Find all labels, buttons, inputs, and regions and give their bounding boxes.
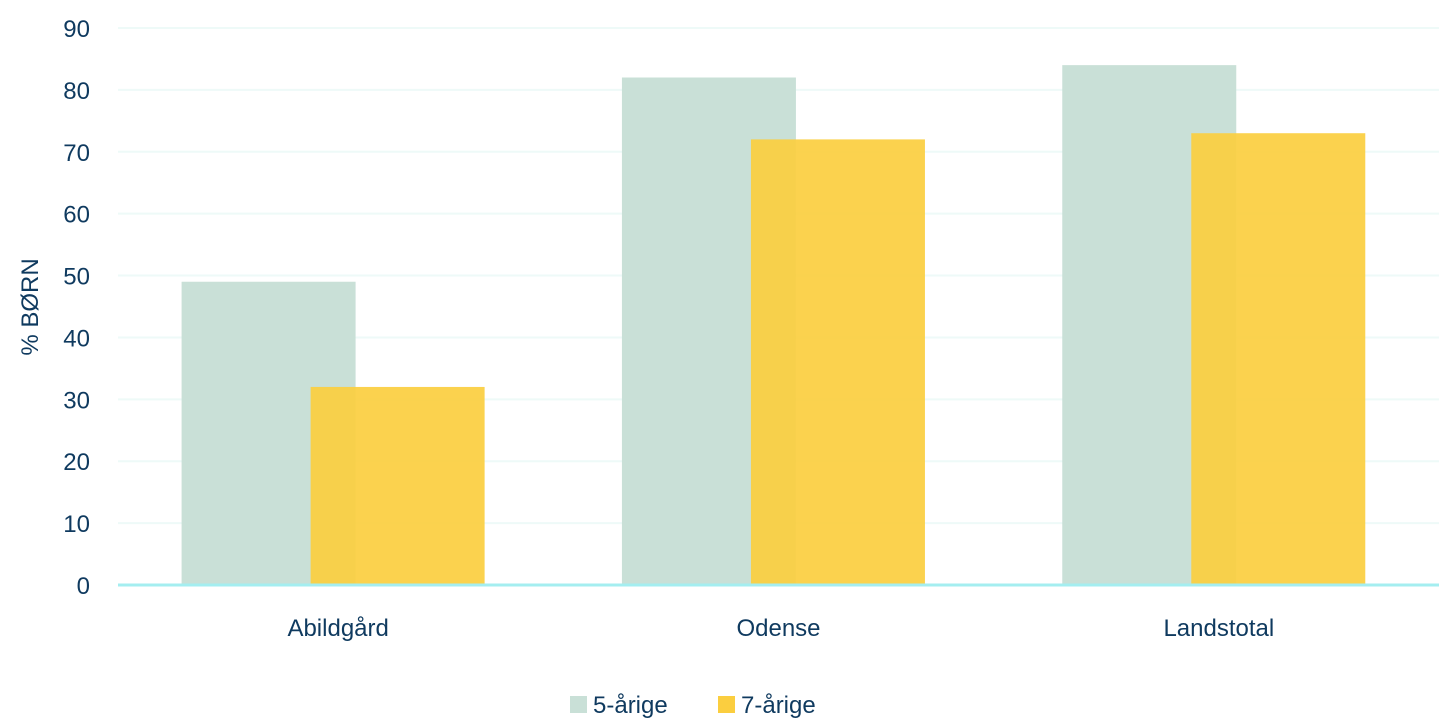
legend: 5-årige 7-årige — [570, 692, 816, 719]
legend-label-2: 7-årige — [741, 692, 816, 719]
legend-swatch-1 — [570, 696, 587, 713]
x-axis-category-labels: Abildgård Odense Landstotal — [287, 615, 1274, 642]
y-axis-title: % BØRN — [17, 258, 44, 355]
bar-series2-2 — [1191, 133, 1366, 585]
y-axis-tick-labels: 0 10 20 30 40 50 60 70 80 90 — [63, 16, 90, 600]
x-category-label: Landstotal — [1163, 615, 1274, 642]
y-tick-label: 90 — [63, 16, 90, 43]
y-tick-label: 50 — [63, 264, 90, 291]
legend-swatch-2 — [718, 696, 735, 713]
y-tick-label: 60 — [63, 202, 90, 229]
x-category-label: Abildgård — [287, 615, 388, 642]
y-tick-label: 20 — [63, 449, 90, 476]
y-tick-label: 40 — [63, 325, 90, 352]
bar-series2-1 — [750, 139, 925, 585]
legend-label-1: 5-årige — [593, 692, 668, 719]
y-tick-label: 30 — [63, 387, 90, 414]
y-tick-label: 80 — [63, 78, 90, 105]
x-category-label: Odense — [736, 615, 820, 642]
y-tick-label: 0 — [77, 573, 90, 600]
y-tick-label: 70 — [63, 140, 90, 167]
bars — [181, 65, 1366, 586]
y-tick-label: 10 — [63, 511, 90, 538]
bar-series2-0 — [310, 386, 485, 585]
